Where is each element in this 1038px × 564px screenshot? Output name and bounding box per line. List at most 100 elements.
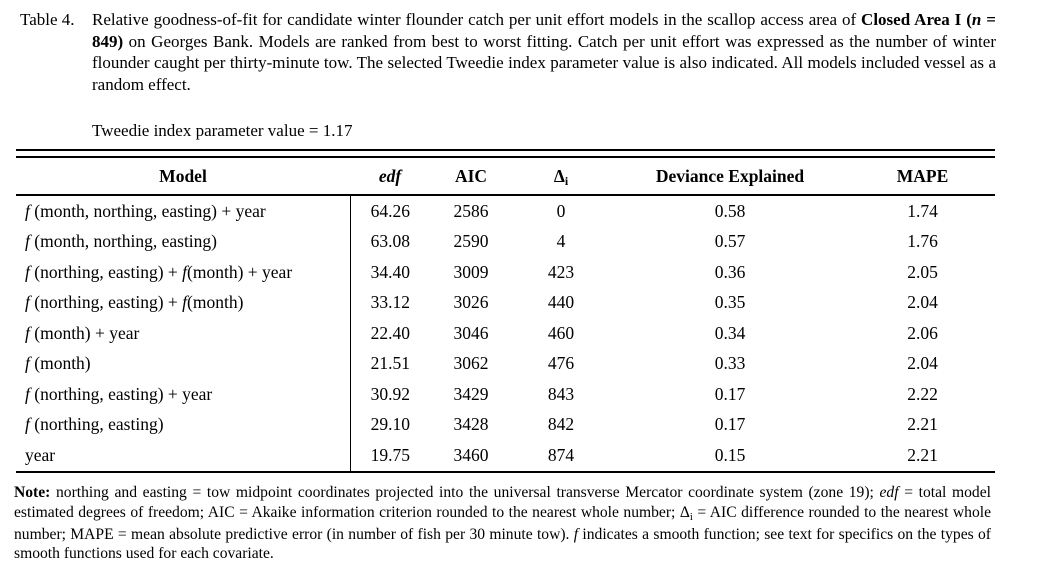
tweedie-parameter-line: Tweedie index parameter value = 1.17 xyxy=(92,121,353,140)
text-run: f xyxy=(25,231,30,252)
text-run: (month) + year xyxy=(187,261,293,282)
text-run: indicates a smooth function; see text fo… xyxy=(14,525,991,563)
text-run: f xyxy=(25,353,30,374)
cell-mape: 1.76 xyxy=(907,231,938,252)
cell-model: f (month, northing, easting) + year xyxy=(16,195,351,227)
cell-edf: 21.51 xyxy=(370,353,410,374)
cell-delta: 440 xyxy=(547,292,575,313)
cell-mape: 2.04 xyxy=(907,353,938,374)
text-run: (month) + year xyxy=(29,322,140,343)
text-run: (northing, easting) xyxy=(29,414,164,435)
text-run: Model xyxy=(159,165,207,186)
cell-mape: 2.05 xyxy=(907,261,938,282)
text-run: = total model estimated degrees of freed… xyxy=(14,484,991,521)
cell-model: f (month) + year xyxy=(16,318,351,349)
text-run: AIC xyxy=(454,165,488,186)
cell-model: f (month) xyxy=(16,348,351,379)
cell-deviance: 0.34 xyxy=(714,322,746,343)
table-row: f (month) + year 22.40 3046 460 0.34 2.06 xyxy=(16,318,995,349)
cell-edf: 34.40 xyxy=(370,261,410,282)
text-run: (northing, easting) + xyxy=(29,292,183,313)
text-run: edf xyxy=(879,484,899,501)
cell-delta: 4 xyxy=(556,231,566,252)
cell-delta: 423 xyxy=(547,261,575,282)
cell-mape: 2.06 xyxy=(907,322,938,343)
header-row: Model edf AIC Δi Deviance Explained MAPE xyxy=(16,158,995,196)
table-row: f (northing, easting) + f(month) 33.12 302… xyxy=(16,287,995,318)
cell-aic: 3428 xyxy=(453,414,489,435)
text-run: = 849) xyxy=(92,10,996,51)
cell-edf: 29.10 xyxy=(370,414,410,435)
cell-deviance: 0.35 xyxy=(714,292,746,313)
text-run: Deviance Explained xyxy=(655,165,805,186)
cell-mape: 1.74 xyxy=(907,200,938,221)
text-run: (northing, easting) + year xyxy=(29,383,213,404)
cell-model: f (month, northing, easting) xyxy=(16,226,351,257)
table-row: f (northing, easting) + f(month) + year 3… xyxy=(16,257,995,288)
cell-deviance: 0.57 xyxy=(714,231,746,252)
text-run: (northing, easting) + xyxy=(29,261,183,282)
text-run: f xyxy=(25,261,30,282)
cell-edf: 63.08 xyxy=(370,231,410,252)
cell-model: f (northing, easting) + f(month) + year xyxy=(16,257,351,288)
cell-model: f (northing, easting) xyxy=(16,409,351,440)
cell-edf: 22.40 xyxy=(370,322,410,343)
table-row: f (month) 21.51 3062 476 0.33 2.04 xyxy=(16,348,995,379)
table-row: f (northing, easting) 29.10 3428 842 0.17 2.2… xyxy=(16,409,995,440)
column-header-delta: Δi xyxy=(512,158,610,196)
text-run: (month) xyxy=(29,353,91,374)
text-run: edf xyxy=(378,165,402,186)
text-run: Δ xyxy=(679,503,690,521)
text-run: f xyxy=(25,414,30,435)
cell-model: f (northing, easting) + f(month) xyxy=(16,287,351,318)
cell-aic: 3429 xyxy=(453,383,489,404)
table-top-double-rule xyxy=(16,149,995,158)
table-number-label: Table 4. xyxy=(20,10,75,29)
results-table-block: Model edf AIC Δi Deviance Explained MAPE f (m… xyxy=(16,149,995,473)
cell-edf: 30.92 xyxy=(370,383,410,404)
text-run: Δ xyxy=(553,165,565,186)
cell-mape: 2.22 xyxy=(907,383,938,404)
column-header-deviance: Deviance Explained xyxy=(610,158,850,196)
text-run: (month) xyxy=(187,292,244,313)
cell-deviance: 0.36 xyxy=(714,261,746,282)
text-run: on Georges Bank. Models are ranked from … xyxy=(92,31,996,94)
text-run: northing and easting = tow midpoint coor… xyxy=(50,484,880,501)
text-run: (month, northing, easting) xyxy=(29,231,218,252)
text-run: f xyxy=(25,322,30,343)
table-row: f (month, northing, easting) 63.08 2590 4 0.… xyxy=(16,226,995,257)
cell-aic: 3460 xyxy=(453,444,489,465)
cell-aic: 2586 xyxy=(453,200,489,221)
table-row: f (month, northing, easting) + year 64.26… xyxy=(16,195,995,227)
cell-edf: 64.26 xyxy=(370,200,410,221)
cell-delta: 843 xyxy=(547,383,575,404)
text-run: ( xyxy=(961,10,972,29)
cell-delta: 842 xyxy=(547,414,575,435)
text-run: f xyxy=(25,292,30,313)
text-run: Note: xyxy=(14,484,51,501)
cell-model: year xyxy=(16,440,351,472)
text-run: Closed Area I xyxy=(861,10,962,29)
table-row: f (northing, easting) + year 30.92 3429 843… xyxy=(16,379,995,410)
cell-mape: 2.21 xyxy=(907,444,938,465)
column-header-aic: AIC xyxy=(430,158,512,196)
column-header-mape: MAPE xyxy=(850,158,995,196)
text-run: year xyxy=(25,444,56,465)
text-run: Relative goodness-of-fit for candidate w… xyxy=(92,10,862,29)
cell-deviance: 0.17 xyxy=(714,383,746,404)
cell-mape: 2.21 xyxy=(907,414,938,435)
text-run: i xyxy=(689,511,693,523)
cell-edf: 33.12 xyxy=(370,292,410,313)
cell-deviance: 0.58 xyxy=(714,200,746,221)
text-run: (month, northing, easting) + year xyxy=(29,200,266,221)
cell-mape: 2.04 xyxy=(907,292,938,313)
cell-deviance: 0.17 xyxy=(714,414,746,435)
text-run: f xyxy=(182,261,188,282)
table-note: Note: northing and easting = tow midpoin… xyxy=(14,483,991,564)
text-run: MAPE xyxy=(896,165,949,186)
text-run: n xyxy=(971,10,982,29)
text-run: f xyxy=(25,383,30,404)
text-run: = AIC difference rounded to the nearest … xyxy=(14,503,991,543)
text-run: f xyxy=(182,292,188,313)
